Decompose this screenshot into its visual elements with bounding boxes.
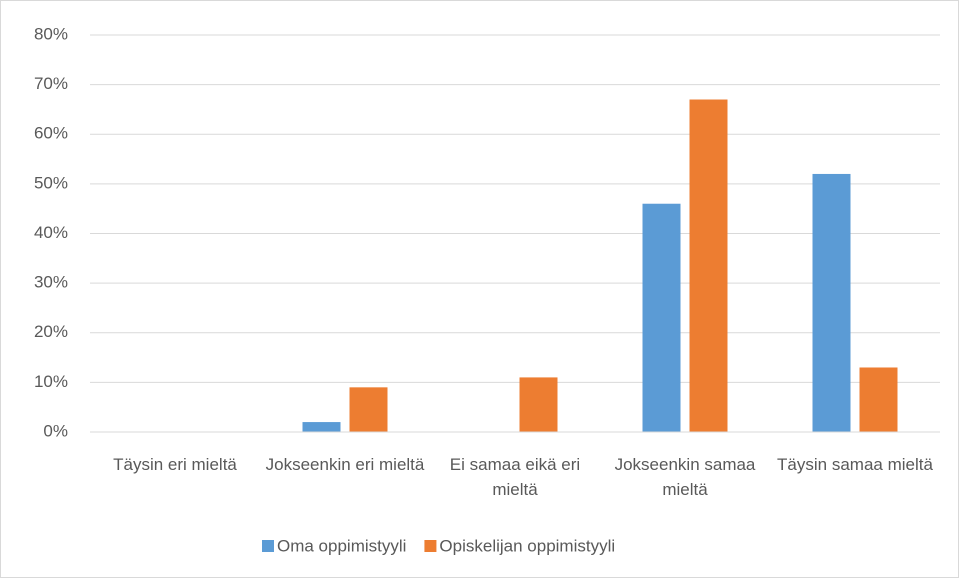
bar (689, 99, 728, 432)
y-tick-label: 80% (34, 24, 68, 43)
bar (302, 422, 341, 432)
legend-label: Opiskelijan oppimistyyli (439, 536, 615, 555)
x-tick-label: Täysin eri mieltä (113, 455, 237, 474)
y-tick-label: 10% (34, 372, 68, 391)
bar (859, 367, 898, 432)
legend-swatch (424, 540, 437, 552)
x-tick-label: Jokseenkin eri mieltä (265, 455, 425, 474)
y-tick-label: 30% (34, 273, 68, 292)
y-tick-label: 60% (34, 124, 68, 143)
legend-label: Oma oppimistyyli (277, 536, 406, 555)
y-tick-label: 0% (43, 421, 68, 440)
x-tick-label: Jokseenkin samaa mieltä (614, 455, 756, 499)
y-tick-label: 70% (34, 74, 68, 93)
y-tick-label: 20% (34, 322, 68, 341)
y-tick-label: 40% (34, 223, 68, 242)
bar (519, 377, 558, 432)
legend-swatch (262, 540, 274, 552)
bar (812, 173, 851, 432)
x-tick-label: Ei samaa eikä eri mieltä (449, 455, 581, 499)
bar (349, 387, 388, 432)
y-tick-label: 50% (34, 173, 68, 192)
bar (642, 203, 681, 432)
x-tick-label: Täysin samaa mieltä (777, 455, 933, 474)
